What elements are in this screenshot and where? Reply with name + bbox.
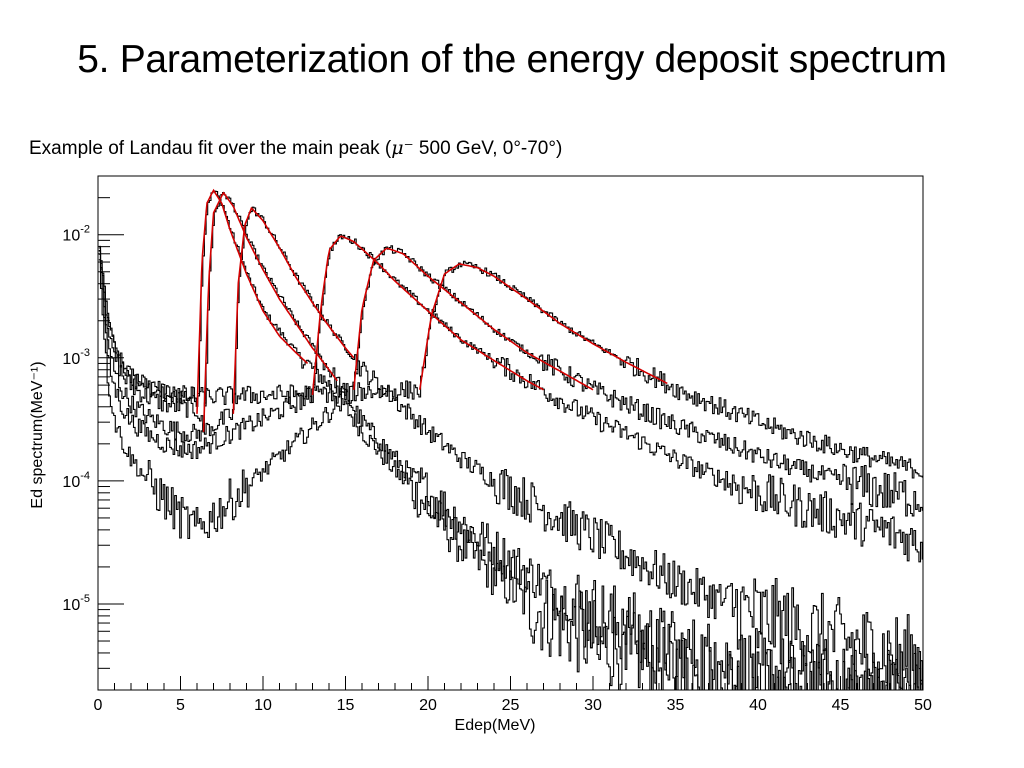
y-tick-label: 10-2 <box>62 224 90 245</box>
x-tick-label: 10 <box>254 697 272 714</box>
y-tick-label: 10-4 <box>62 470 90 491</box>
y-tick-label: 10-5 <box>62 593 90 614</box>
y-axis-label: Ed spectrum(MeV⁻¹) <box>29 361 46 508</box>
x-tick-label: 15 <box>337 697 355 714</box>
x-tick-label: 40 <box>749 697 767 714</box>
x-tick-label: 30 <box>584 697 602 714</box>
plot-frame <box>98 176 923 690</box>
x-tick-label: 5 <box>176 697 185 714</box>
x-tick-label: 0 <box>94 697 103 714</box>
x-axis-label: Edep(MeV) <box>455 717 536 734</box>
x-tick-label: 50 <box>914 697 932 714</box>
y-tick-label: 10-3 <box>62 347 90 368</box>
x-tick-label: 20 <box>419 697 437 714</box>
x-tick-label: 35 <box>667 697 685 714</box>
x-tick-label: 25 <box>502 697 520 714</box>
x-tick-label: 45 <box>832 697 850 714</box>
